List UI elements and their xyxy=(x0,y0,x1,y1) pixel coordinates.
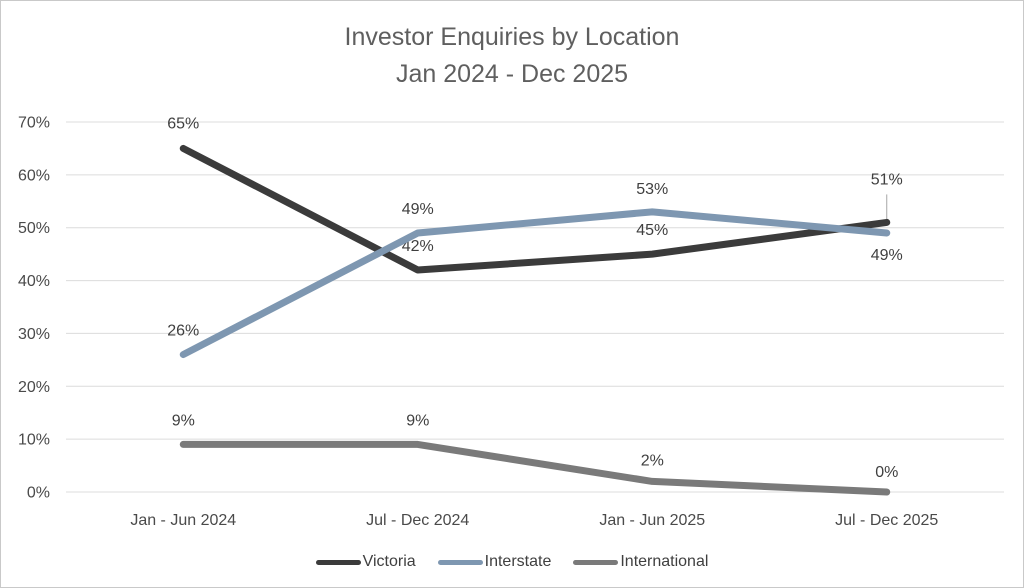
data-label: 65% xyxy=(167,115,199,132)
x-tick-label: Jul - Dec 2024 xyxy=(366,512,469,529)
data-label: 53% xyxy=(636,181,668,198)
chart-title: Investor Enquiries by Location Jan 2024 … xyxy=(1,19,1023,93)
data-label: 2% xyxy=(641,452,664,469)
y-tick-label: 10% xyxy=(18,432,50,449)
data-label: 9% xyxy=(406,412,429,429)
legend-label: Interstate xyxy=(484,553,552,570)
legend-item-victoria: Victoria xyxy=(315,553,416,571)
chart-legend: Victoria Interstate International xyxy=(1,553,1023,571)
series-line-interstate xyxy=(179,208,891,359)
series-line-victoria xyxy=(179,144,891,274)
x-tick-label: Jul - Dec 2025 xyxy=(835,512,938,529)
y-tick-label: 30% xyxy=(18,326,50,343)
y-tick-label: 40% xyxy=(18,273,50,290)
x-tick-label: Jan - Jun 2024 xyxy=(130,512,236,529)
legend-swatch xyxy=(437,559,483,565)
x-tick-label: Jan - Jun 2025 xyxy=(599,512,705,529)
data-label: 42% xyxy=(402,238,434,255)
y-tick-label: 20% xyxy=(18,379,50,396)
data-label: 49% xyxy=(402,201,434,218)
legend-item-international: International xyxy=(573,553,708,571)
data-label: 0% xyxy=(875,464,898,481)
legend-label: Victoria xyxy=(362,553,416,570)
data-label: 49% xyxy=(871,247,903,264)
legend-swatch xyxy=(315,559,361,565)
y-tick-label: 50% xyxy=(18,220,50,237)
chart-title-line2: Jan 2024 - Dec 2025 xyxy=(395,60,629,88)
y-tick-label: 60% xyxy=(18,167,50,184)
y-tick-label: 70% xyxy=(18,115,50,132)
legend-swatch xyxy=(573,559,619,565)
y-tick-label: 0% xyxy=(27,485,50,502)
data-label: 51% xyxy=(871,171,903,188)
legend-label: International xyxy=(620,553,709,570)
legend-item-interstate: Interstate xyxy=(437,553,552,571)
data-label: 45% xyxy=(636,222,668,239)
data-label: 26% xyxy=(167,323,199,340)
chart-title-line1: Investor Enquiries by Location xyxy=(344,23,680,51)
series-line-international xyxy=(179,440,891,496)
data-label: 9% xyxy=(172,412,195,429)
